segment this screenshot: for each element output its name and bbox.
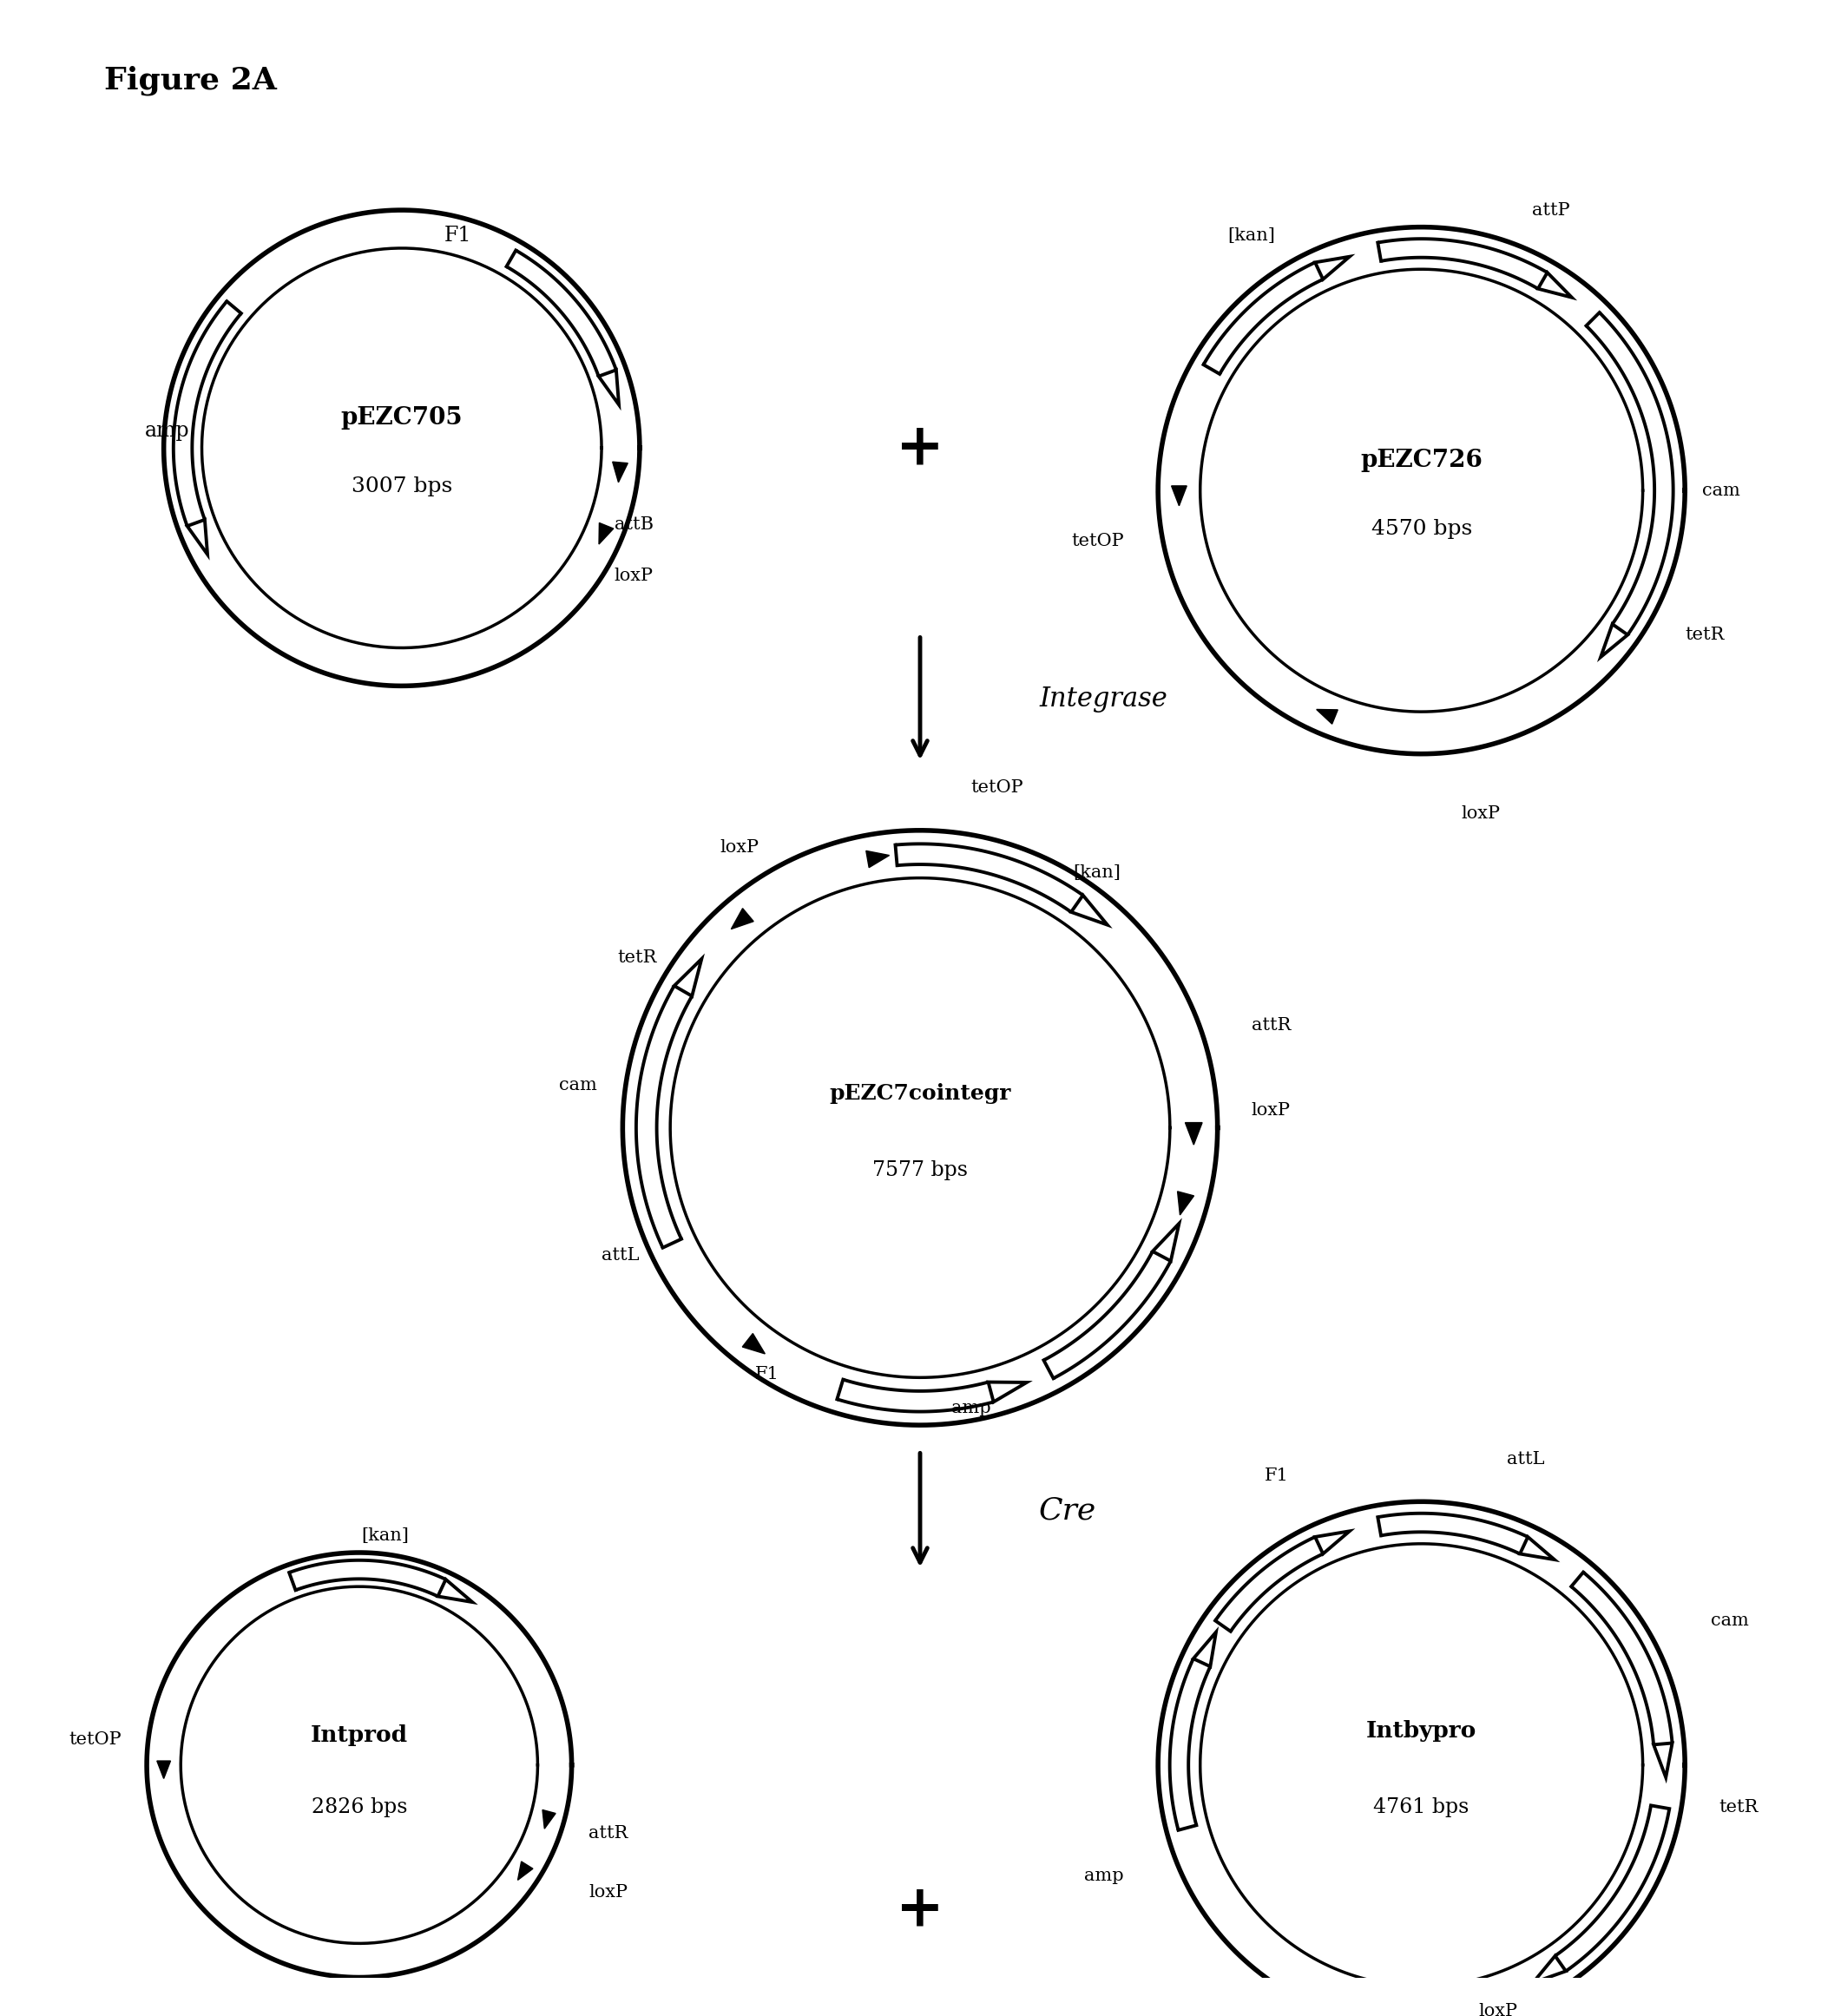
Polygon shape: [598, 522, 613, 544]
Text: Intbypro: Intbypro: [1366, 1720, 1476, 1742]
Polygon shape: [613, 462, 628, 482]
Text: F1: F1: [444, 226, 471, 246]
Text: Intprod: Intprod: [311, 1724, 409, 1746]
Polygon shape: [674, 960, 701, 996]
Polygon shape: [1186, 1123, 1202, 1145]
Polygon shape: [1178, 1191, 1195, 1216]
Polygon shape: [1152, 1224, 1178, 1260]
Polygon shape: [1600, 625, 1627, 657]
Text: tetOP: tetOP: [68, 1732, 122, 1748]
Text: attL: attL: [602, 1248, 639, 1264]
Text: loxP: loxP: [1478, 2004, 1517, 2016]
Polygon shape: [1537, 272, 1572, 298]
Text: pEZC7cointegr: pEZC7cointegr: [828, 1083, 1011, 1105]
Polygon shape: [1193, 1633, 1217, 1667]
Text: pEZC726: pEZC726: [1360, 450, 1482, 472]
Polygon shape: [1534, 1956, 1567, 1984]
Polygon shape: [865, 851, 889, 867]
Polygon shape: [1314, 1530, 1349, 1554]
Text: [kan]: [kan]: [1228, 228, 1276, 244]
Text: amp: amp: [144, 421, 190, 442]
Text: attP: attP: [1532, 202, 1570, 218]
Polygon shape: [188, 520, 208, 554]
Text: cam: cam: [1710, 1613, 1749, 1629]
Text: [kan]: [kan]: [361, 1528, 409, 1544]
Text: 3007 bps: 3007 bps: [352, 476, 453, 496]
Text: +: +: [897, 419, 944, 476]
Text: Integrase: Integrase: [1038, 685, 1167, 712]
Text: loxP: loxP: [1252, 1103, 1291, 1119]
Polygon shape: [517, 1861, 532, 1881]
Text: loxP: loxP: [615, 566, 654, 585]
Text: 2826 bps: 2826 bps: [311, 1798, 407, 1818]
Polygon shape: [438, 1579, 473, 1603]
Polygon shape: [1171, 486, 1187, 506]
Text: attR: attR: [589, 1824, 628, 1841]
Text: 4761 bps: 4761 bps: [1373, 1798, 1469, 1818]
Polygon shape: [1384, 2000, 1405, 2014]
Text: 4570 bps: 4570 bps: [1372, 518, 1473, 538]
Text: Cre: Cre: [1038, 1496, 1097, 1524]
Text: tetR: tetR: [1719, 1798, 1758, 1816]
Polygon shape: [1653, 1744, 1672, 1778]
Text: cam: cam: [1701, 482, 1740, 498]
Text: 7577 bps: 7577 bps: [873, 1161, 968, 1179]
Text: loxP: loxP: [589, 1885, 628, 1901]
Polygon shape: [543, 1810, 556, 1829]
Text: attL: attL: [1506, 1452, 1545, 1468]
Text: amp: amp: [952, 1399, 990, 1417]
Polygon shape: [742, 1333, 766, 1355]
Text: cam: cam: [560, 1077, 596, 1093]
Polygon shape: [731, 909, 753, 929]
Text: Figure 2A: Figure 2A: [105, 67, 276, 95]
Text: loxP: loxP: [720, 839, 758, 855]
Text: tetOP: tetOP: [970, 780, 1024, 796]
Text: F1: F1: [755, 1367, 779, 1383]
Text: tetR: tetR: [617, 950, 657, 966]
Text: attR: attR: [1252, 1018, 1291, 1034]
Polygon shape: [1521, 1536, 1554, 1560]
Text: [kan]: [kan]: [1073, 865, 1121, 881]
Text: attB: attB: [615, 516, 654, 532]
Polygon shape: [156, 1760, 171, 1778]
Text: loxP: loxP: [1462, 804, 1500, 823]
Polygon shape: [1071, 895, 1106, 925]
Text: F1: F1: [1265, 1468, 1289, 1484]
Text: +: +: [897, 1881, 944, 1937]
Text: amp: amp: [1084, 1867, 1125, 1883]
Polygon shape: [989, 1383, 1027, 1401]
Polygon shape: [598, 371, 619, 405]
Text: tetR: tetR: [1685, 627, 1725, 643]
Text: pEZC705: pEZC705: [341, 407, 462, 429]
Polygon shape: [1314, 256, 1349, 280]
Text: tetOP: tetOP: [1071, 532, 1125, 550]
Polygon shape: [1316, 710, 1338, 724]
